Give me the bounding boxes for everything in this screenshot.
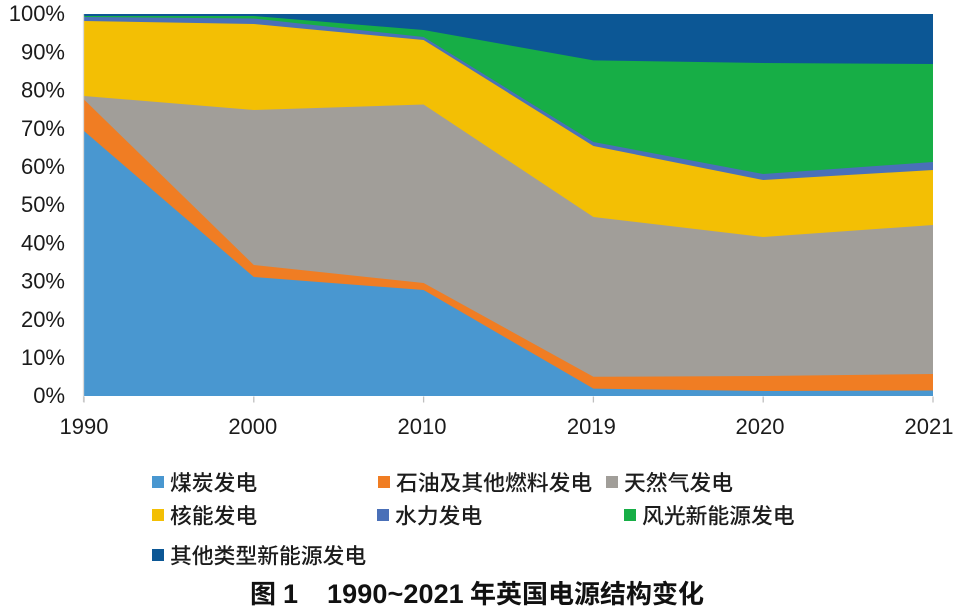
svg-text:70%: 70% <box>21 116 65 141</box>
svg-text:50%: 50% <box>21 192 65 217</box>
svg-text:2020: 2020 <box>736 414 785 439</box>
svg-text:1990~2021: 1990~2021 <box>327 579 464 609</box>
svg-text:90%: 90% <box>21 39 65 64</box>
svg-text:1: 1 <box>283 579 298 609</box>
svg-text:20%: 20% <box>21 307 65 332</box>
svg-text:0%: 0% <box>33 383 65 408</box>
svg-text:40%: 40% <box>21 230 65 255</box>
svg-text:80%: 80% <box>21 78 65 103</box>
svg-text:2010: 2010 <box>398 414 447 439</box>
svg-text:2019: 2019 <box>567 414 616 439</box>
svg-text:30%: 30% <box>21 269 65 294</box>
svg-text:2000: 2000 <box>228 414 277 439</box>
svg-text:10%: 10% <box>21 345 65 370</box>
svg-text:60%: 60% <box>21 154 65 179</box>
svg-text:100%: 100% <box>9 1 65 26</box>
svg-text:1990: 1990 <box>60 414 109 439</box>
svg-text:2021: 2021 <box>905 414 954 439</box>
